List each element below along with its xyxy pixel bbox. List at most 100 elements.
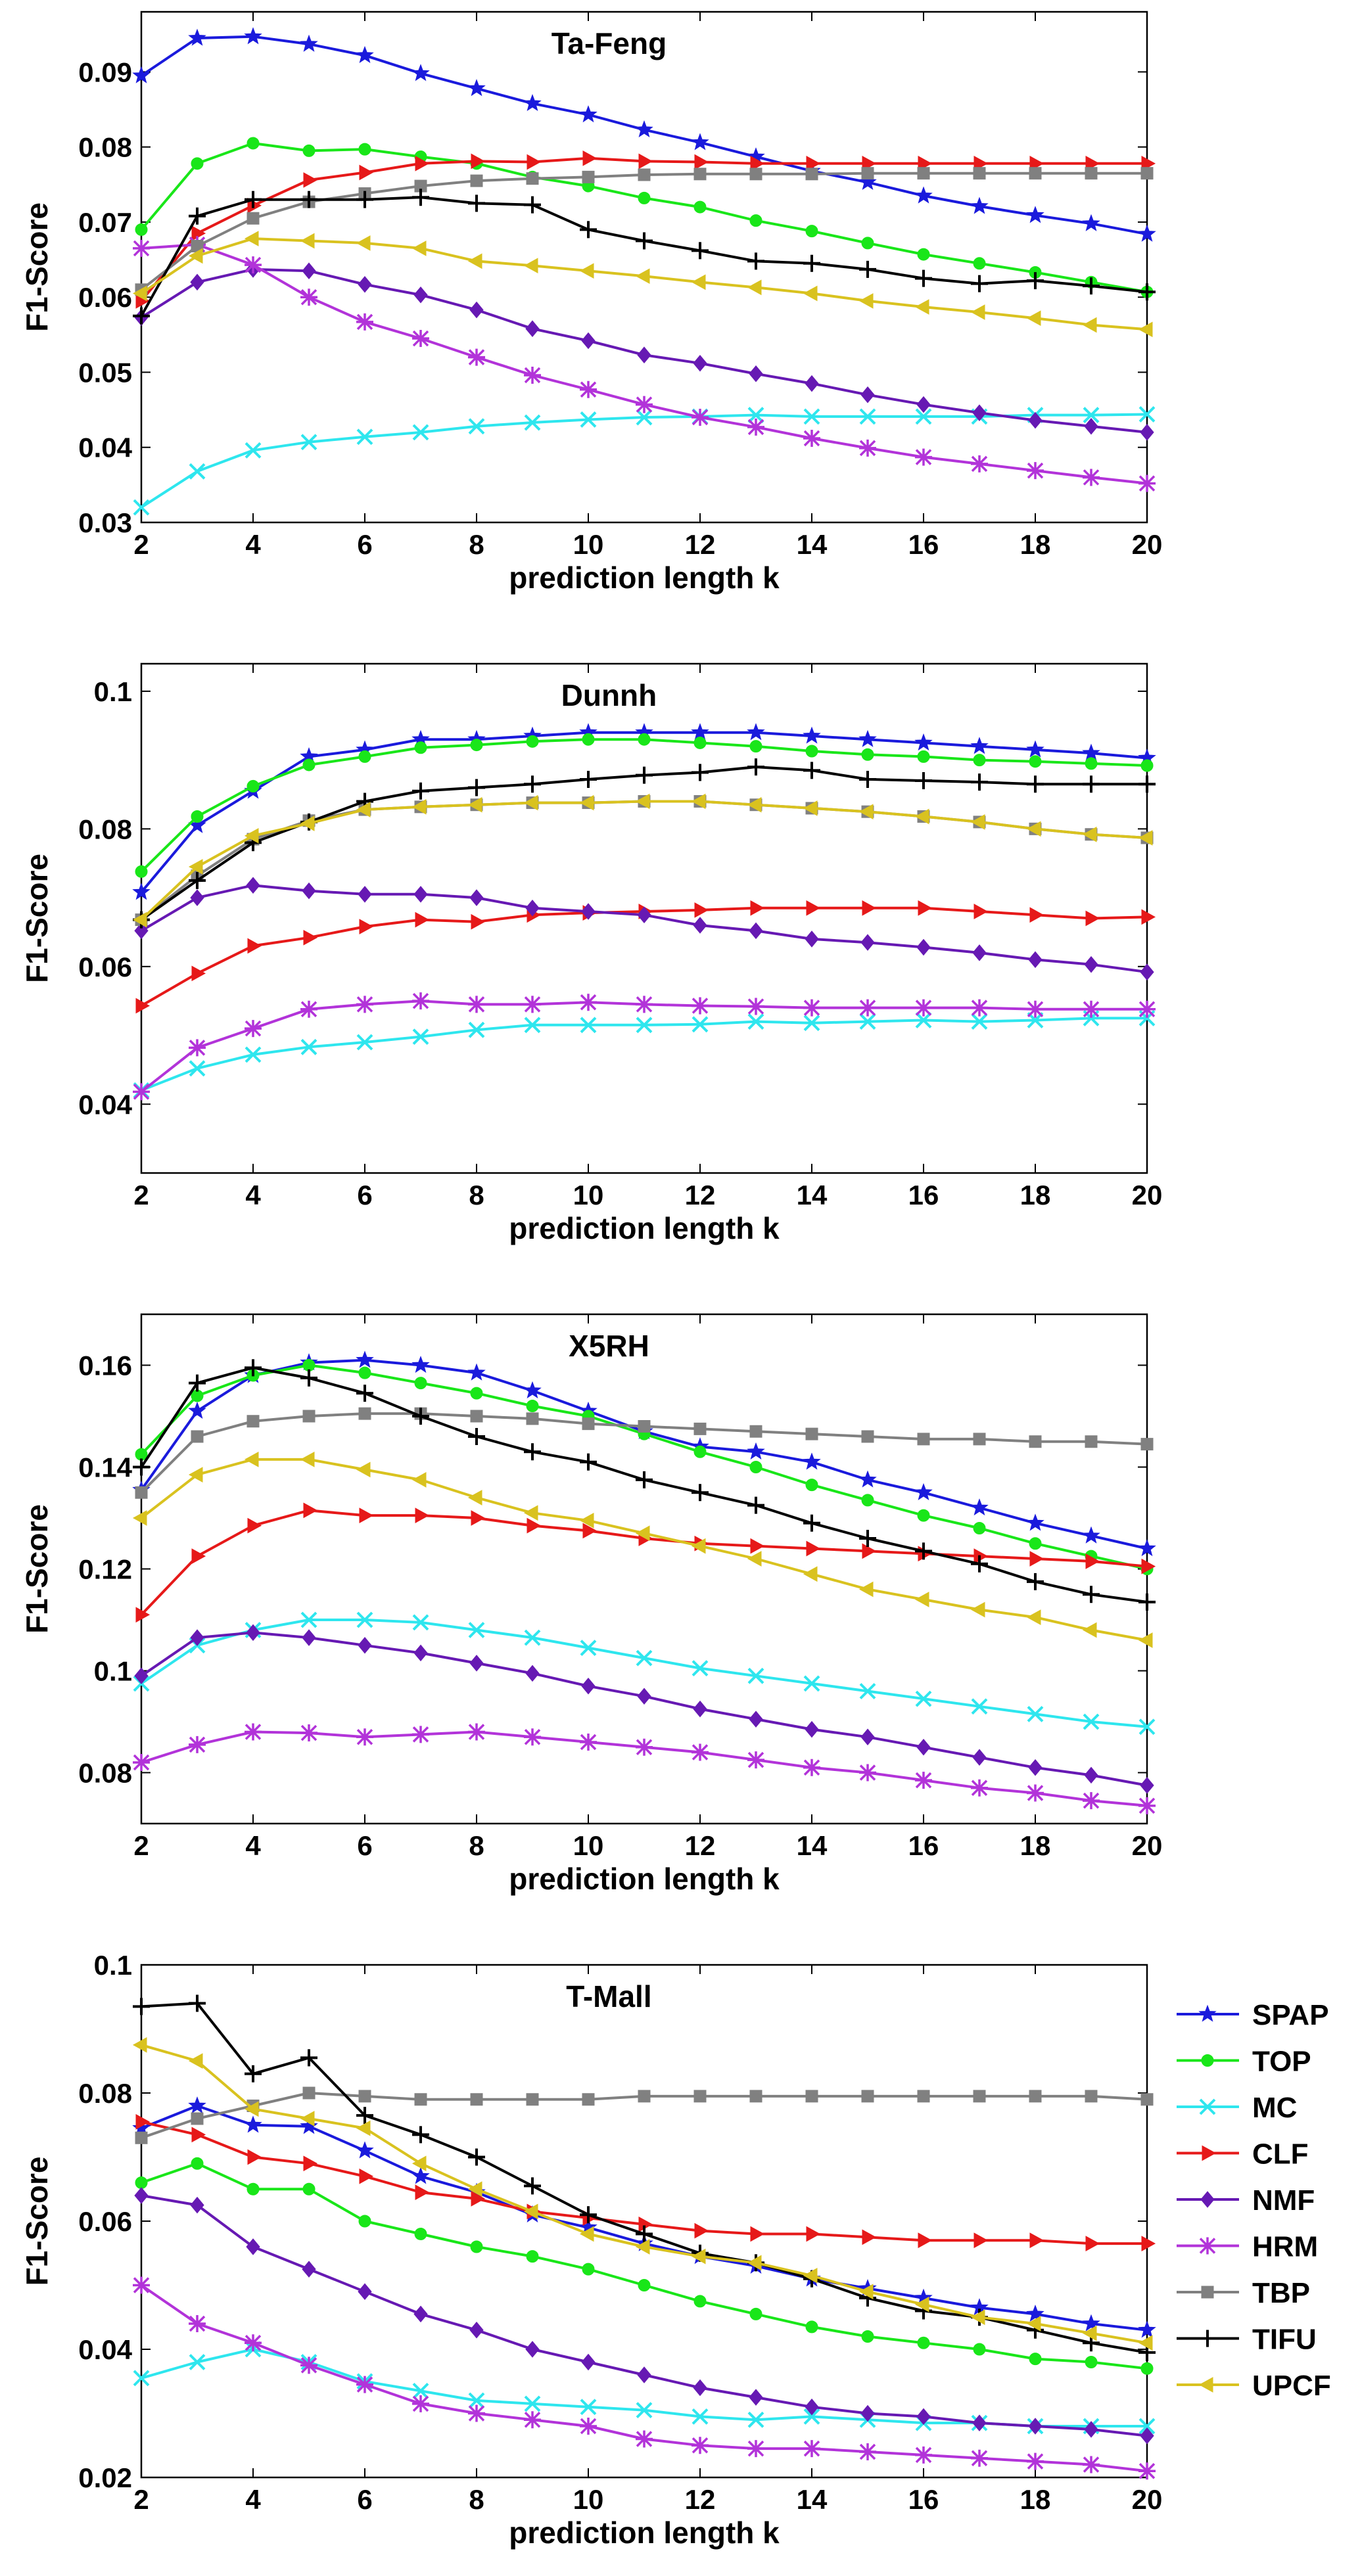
data-point-nmf (190, 889, 204, 906)
data-point-upcf (1026, 2316, 1041, 2332)
data-point-tbp (1029, 2090, 1042, 2103)
data-point-mc (747, 2411, 764, 2428)
data-point-clf (415, 155, 430, 172)
data-point-tifu (1083, 277, 1100, 295)
data-point-upcf (356, 2120, 371, 2136)
data-point-top (1140, 2362, 1154, 2375)
x-tick-label: 20 (1132, 1830, 1163, 1861)
data-point-clf (1029, 1551, 1044, 1567)
data-point-top (414, 741, 427, 754)
data-point-nmf (637, 346, 651, 363)
data-point-tbp (1140, 167, 1154, 180)
data-point-nmf (358, 2283, 372, 2301)
data-point-hrm (300, 1724, 317, 1742)
data-point-spap (858, 172, 877, 191)
y-tick-label: 0.1 (94, 1656, 132, 1687)
data-point-clf (806, 2226, 821, 2242)
data-point-tbp (135, 2131, 148, 2144)
data-point-spap (411, 1356, 430, 1373)
data-point-tifu (1083, 775, 1100, 793)
data-point-tbp (358, 1407, 371, 1420)
data-point-nmf (302, 882, 316, 900)
data-point-spap (747, 1442, 765, 1460)
x-tick-label: 16 (908, 1830, 939, 1861)
data-point-nmf (1028, 411, 1043, 429)
data-point-spap (132, 66, 151, 83)
data-point-nmf (413, 1644, 428, 1662)
series-nmf (134, 2187, 1154, 2445)
data-point-tifu (1083, 1586, 1100, 1603)
data-point-hrm (245, 1723, 262, 1741)
data-point-spap (579, 105, 598, 123)
x-tick-label: 6 (357, 2484, 372, 2515)
data-point-clf (247, 938, 262, 954)
data-point-nmf (358, 886, 372, 903)
data-point-tifu (1027, 272, 1044, 290)
data-point-hrm (915, 1772, 932, 1789)
data-point-clf (694, 2222, 709, 2239)
y-tick-label: 0.1 (94, 676, 132, 707)
data-point-tifu (524, 775, 541, 793)
data-point-nmf (469, 2321, 484, 2339)
data-point-hrm (1027, 462, 1044, 480)
data-point-nmf (246, 1624, 260, 1642)
data-point-top (358, 750, 371, 763)
data-point-tbp (749, 1425, 762, 1438)
data-point-hrm (133, 239, 150, 257)
data-point-nmf (916, 1738, 931, 1756)
data-point-upcf (356, 1461, 371, 1478)
data-point-nmf (581, 903, 596, 920)
data-point-clf (359, 1507, 374, 1523)
legend-marker-tbp (1201, 2286, 1214, 2299)
data-point-mc (300, 1038, 317, 1055)
data-point-hrm (1138, 1000, 1156, 1018)
data-point-mc (412, 1028, 429, 1046)
data-point-tbp (1085, 167, 1098, 180)
x-tick-label: 10 (573, 2484, 604, 2515)
data-point-mc (189, 2354, 206, 2370)
data-point-clf (750, 900, 765, 916)
data-point-mc (245, 442, 262, 459)
data-point-clf (862, 2229, 877, 2245)
data-point-top (1029, 755, 1042, 768)
data-point-tbp (246, 1415, 260, 1428)
data-point-top (526, 735, 539, 748)
data-point-top (861, 748, 874, 761)
data-point-tbp (638, 168, 651, 181)
data-point-nmf (302, 262, 316, 279)
data-point-mc (412, 424, 429, 441)
series-upcf (132, 1452, 1153, 1648)
series-top (135, 733, 1154, 878)
data-point-clf (303, 929, 318, 946)
data-point-top (805, 225, 818, 238)
legend-marker-top (1201, 2054, 1214, 2067)
data-point-hrm (468, 996, 485, 1013)
data-point-tbp (358, 2090, 371, 2103)
data-point-clf (247, 2149, 262, 2165)
data-point-clf (694, 902, 709, 918)
data-point-upcf (1082, 317, 1097, 333)
data-point-clf (527, 1517, 542, 1534)
y-tick-label: 0.06 (78, 282, 132, 313)
data-point-hrm (859, 1764, 876, 1782)
data-point-nmf (860, 1728, 875, 1746)
data-point-mc (468, 1622, 485, 1638)
data-point-upcf (1082, 826, 1097, 842)
data-point-hrm (133, 2276, 150, 2294)
data-point-upcf (914, 299, 929, 315)
data-point-tifu (580, 1453, 597, 1471)
data-point-tifu (859, 770, 876, 788)
data-point-nmf (246, 877, 260, 894)
data-point-tbp (470, 2093, 483, 2106)
data-point-tbp (302, 1410, 316, 1423)
data-point-spap (1026, 2304, 1044, 2322)
chart-title: T-Mall (566, 1979, 651, 2013)
data-point-clf (918, 900, 933, 916)
data-point-clf (415, 911, 430, 928)
data-point-nmf (581, 332, 596, 350)
data-point-upcf (1138, 2335, 1153, 2351)
data-point-hrm (636, 996, 653, 1013)
data-point-tifu (356, 2107, 373, 2125)
y-tick-label: 0.04 (78, 1089, 132, 1120)
data-point-upcf (188, 1467, 203, 1483)
